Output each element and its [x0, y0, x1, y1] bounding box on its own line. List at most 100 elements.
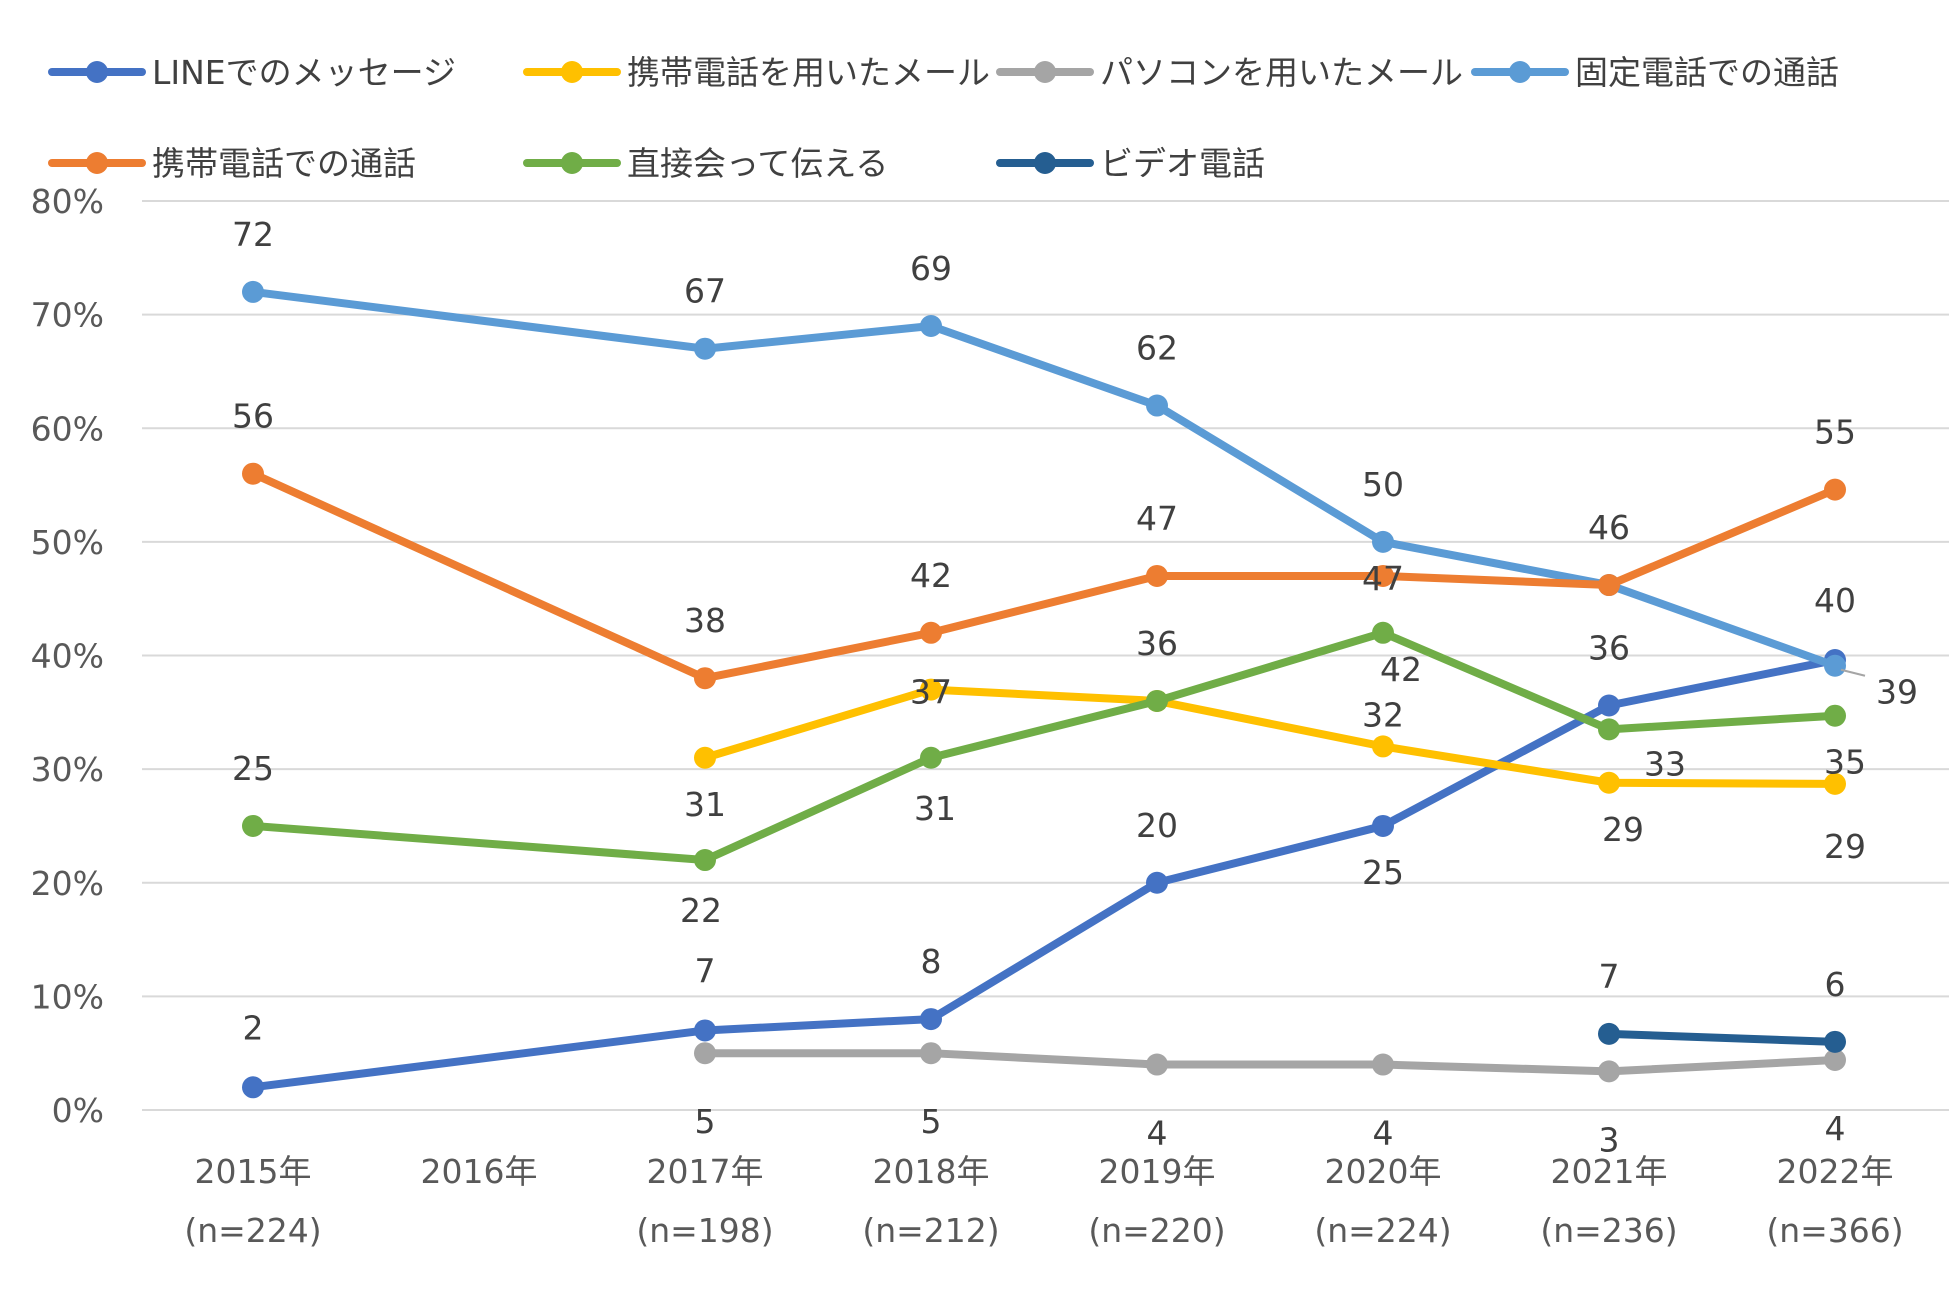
data-point	[1146, 871, 1168, 894]
data-label: 46	[1588, 508, 1630, 547]
data-point	[1372, 814, 1394, 837]
y-tick-label: 20%	[31, 864, 104, 903]
data-point	[1372, 621, 1394, 644]
data-point	[1598, 1060, 1620, 1083]
legend-label: パソコンを用いたメール	[1100, 53, 1463, 92]
data-label: 31	[684, 785, 726, 824]
data-point	[920, 1042, 942, 1065]
data-label: 55	[1814, 413, 1856, 452]
data-label: 62	[1136, 329, 1178, 368]
data-label: 47	[1362, 559, 1404, 598]
data-point	[1146, 394, 1168, 417]
x-tick-sublabel: (n=366)	[1766, 1211, 1903, 1250]
y-tick-label: 50%	[31, 523, 104, 562]
x-tick-sublabel: (n=220)	[1088, 1211, 1225, 1250]
data-label: 29	[1824, 827, 1866, 866]
legend-swatch-marker	[561, 152, 583, 174]
data-point	[1824, 704, 1846, 727]
data-label: 42	[910, 556, 952, 595]
data-label: 3	[1599, 1120, 1620, 1159]
data-label: 67	[684, 272, 726, 311]
data-label: 29	[1602, 810, 1644, 849]
x-tick-label: 2015年	[195, 1152, 312, 1191]
x-tick-label: 2021年	[1551, 1152, 1668, 1191]
data-label: 31	[914, 789, 956, 828]
label-leader-line	[1840, 668, 1866, 677]
data-label: 72	[232, 215, 274, 254]
legend-label: 固定電話での通話	[1575, 53, 1839, 92]
data-point	[1598, 574, 1620, 597]
legend-label: LINEでのメッセージ	[152, 53, 456, 92]
data-point	[920, 1008, 942, 1031]
data-point	[242, 1076, 264, 1099]
data-label: 40	[1814, 581, 1856, 620]
data-point	[920, 314, 942, 337]
legend-swatch-marker	[561, 61, 583, 83]
data-point	[1824, 478, 1846, 501]
data-point	[1824, 654, 1846, 677]
x-tick-sublabel: (n=224)	[1314, 1211, 1451, 1250]
legend-item: 携帯電話を用いたメール	[523, 53, 990, 92]
legend-swatch-marker	[1034, 152, 1056, 174]
data-label: 4	[1825, 1109, 1846, 1148]
data-label: 50	[1362, 465, 1404, 504]
data-label: 5	[695, 1102, 716, 1141]
legend-item: 直接会って伝える	[523, 144, 888, 183]
data-point	[242, 462, 264, 485]
series-line	[1605, 1029, 1839, 1046]
y-tick-label: 0%	[52, 1091, 104, 1130]
x-tick-label: 2020年	[1325, 1152, 1442, 1191]
data-label: 32	[1362, 695, 1404, 734]
y-tick-label: 10%	[31, 977, 104, 1016]
legend-item: LINEでのメッセージ	[48, 53, 456, 92]
data-label: 25	[232, 749, 274, 788]
legend-label: 直接会って伝える	[627, 144, 888, 183]
data-label: 38	[684, 601, 726, 640]
data-point	[1146, 564, 1168, 587]
data-point	[694, 1019, 716, 1042]
data-point	[1146, 689, 1168, 712]
data-point	[920, 621, 942, 644]
grid-lines	[142, 200, 1949, 1111]
data-point	[1372, 564, 1394, 587]
data-point	[694, 337, 716, 360]
series-lines	[242, 280, 1846, 1099]
series-4	[242, 462, 1846, 690]
data-point	[1824, 1049, 1846, 1072]
data-point	[1146, 1053, 1168, 1076]
legend-item: 固定電話での通話	[1471, 53, 1839, 92]
data-label: 42	[1380, 650, 1422, 689]
legend-swatch-marker	[86, 152, 108, 174]
data-label: 7	[1599, 957, 1620, 996]
legend-swatch-marker	[86, 61, 108, 83]
series-line	[701, 1049, 1839, 1076]
x-tick-label: 2016年	[421, 1152, 538, 1191]
data-label: 8	[921, 942, 942, 981]
legend-label: ビデオ電話	[1100, 144, 1265, 183]
legend: LINEでのメッセージ 携帯電話を用いたメール パソコンを用いたメール 固定電話での通…	[48, 53, 1839, 183]
data-label: 6	[1825, 965, 1846, 1004]
data-label: 47	[1136, 499, 1178, 538]
data-label: 33	[1644, 744, 1686, 783]
data-point	[1598, 694, 1620, 717]
y-axis-ticks: 0% 10% 20% 30% 40% 50% 60% 70% 80%	[31, 182, 104, 1130]
data-point	[694, 746, 716, 769]
x-tick-sublabel: (n=198)	[636, 1211, 773, 1250]
legend-label: 携帯電話を用いたメール	[627, 53, 990, 92]
legend-item: ビデオ電話	[996, 144, 1265, 183]
data-label: 36	[1588, 628, 1630, 667]
series-5	[242, 621, 1846, 872]
data-point	[1598, 771, 1620, 794]
data-point	[1372, 530, 1394, 553]
x-tick-sublabel: (n=236)	[1540, 1211, 1677, 1250]
y-tick-label: 80%	[31, 182, 104, 221]
y-tick-label: 60%	[31, 409, 104, 448]
data-label: 7	[695, 951, 716, 990]
legend-item: パソコンを用いたメール	[996, 53, 1463, 92]
data-label: 20	[1136, 806, 1178, 845]
data-point	[1372, 735, 1394, 758]
data-point	[1824, 1030, 1846, 1053]
data-label: 69	[910, 249, 952, 288]
